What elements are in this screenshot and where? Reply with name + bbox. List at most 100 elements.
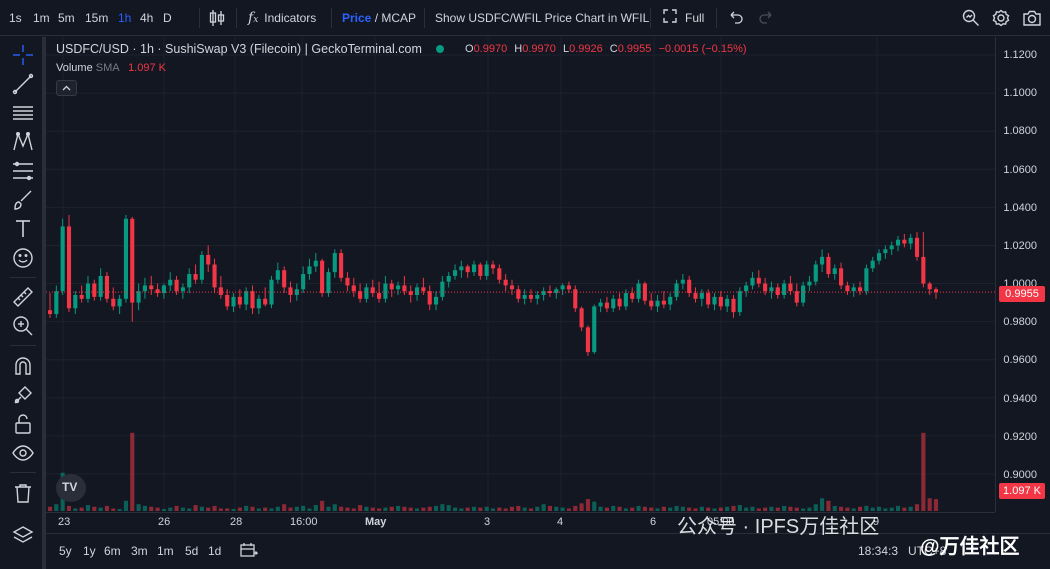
timeframe-1h[interactable]: 1h	[118, 11, 132, 25]
candle-body	[484, 264, 489, 276]
emoji-icon[interactable]	[11, 246, 35, 270]
candle-body	[876, 253, 882, 261]
candle-body	[364, 287, 369, 299]
range-5y[interactable]: 5y	[59, 544, 72, 558]
indicators-label: Indicators	[264, 11, 317, 25]
horizontal-lines-icon[interactable]	[11, 101, 35, 125]
candle-body	[889, 245, 894, 250]
candle-body	[206, 254, 211, 265]
volume-bar	[478, 507, 483, 511]
range-3m[interactable]: 3m	[131, 544, 148, 558]
text-tool-icon[interactable]	[11, 217, 35, 241]
price-scale[interactable]: 1.1200 1.1000 1.0800 1.0600 1.0400 1.020…	[995, 37, 1050, 512]
candle-body	[693, 293, 698, 299]
lock-icon[interactable]	[11, 412, 35, 436]
time-tick: 6	[650, 516, 657, 528]
candle-body	[636, 283, 641, 299]
mcap-option[interactable]: / MCAP	[374, 11, 417, 25]
undo-icon[interactable]	[728, 0, 744, 36]
pattern-icon[interactable]	[11, 130, 35, 154]
date-range-icon[interactable]	[240, 542, 259, 561]
trash-icon[interactable]	[11, 481, 35, 505]
toolbar-divider	[199, 8, 200, 28]
range-6m[interactable]: 6m	[104, 544, 121, 558]
volume-bar	[794, 507, 799, 511]
volume-bar	[541, 504, 546, 511]
range-1d[interactable]: 1d	[208, 544, 222, 558]
candle-body	[389, 283, 394, 290]
crosshair-icon[interactable]	[11, 43, 35, 67]
volume-bar	[85, 505, 91, 511]
price-mcap-toggle[interactable]: Price / MCAP	[342, 0, 416, 36]
indicators-button[interactable]: fx Indicators	[248, 0, 316, 36]
ruler-icon[interactable]	[11, 285, 35, 309]
low-value: 0.9926	[569, 43, 603, 55]
tradingview-logo[interactable]: TV	[56, 474, 86, 502]
magnet-icon[interactable]	[11, 354, 35, 378]
trend-line-icon[interactable]	[11, 72, 35, 96]
range-1m[interactable]: 1m	[157, 544, 174, 558]
object-tree-icon[interactable]	[11, 524, 35, 548]
price-option[interactable]: Price	[342, 11, 372, 25]
candle-body	[604, 302, 609, 309]
candle-body	[225, 294, 230, 307]
volume-bar	[744, 507, 749, 511]
timeframe-1s[interactable]: 1s	[9, 11, 22, 25]
volume-legend[interactable]: Volume SMA 1.097 K	[56, 62, 166, 74]
eye-icon[interactable]	[11, 441, 35, 465]
fib-retracement-icon[interactable]	[11, 159, 35, 183]
function-icon: fx	[248, 10, 259, 26]
lock-drawing-icon[interactable]	[11, 383, 35, 407]
candle-body	[592, 306, 597, 353]
volume-bar	[244, 505, 249, 511]
range-1y[interactable]: 1y	[83, 544, 96, 558]
candle-body	[750, 277, 755, 286]
timeframe-5m[interactable]: 5m	[58, 11, 75, 25]
timeframe-d[interactable]: D	[163, 11, 172, 25]
collapse-legend-button[interactable]	[56, 80, 77, 96]
redo-icon[interactable]	[758, 0, 774, 36]
volume-bar	[377, 508, 382, 511]
toolbar-divider	[10, 277, 36, 278]
fullscreen-button[interactable]: Full	[663, 0, 704, 36]
symbol-title[interactable]: USDFC/USD · 1h · SushiSwap V3 (Filecoin)…	[56, 42, 422, 56]
close-label: C	[609, 43, 618, 55]
volume-bar	[104, 505, 110, 511]
price-chart[interactable]	[46, 37, 995, 512]
candle-body	[199, 254, 204, 280]
candle-body	[149, 285, 154, 290]
time-axis[interactable]: 23 26 28 16:00 May 3 4 6 05:00 9	[46, 512, 995, 532]
search-icon[interactable]	[962, 0, 980, 36]
timeframe-4h[interactable]: 4h	[140, 11, 154, 25]
volume-bar	[199, 506, 204, 511]
candle-body	[478, 264, 483, 276]
candle-body	[585, 327, 590, 353]
toolbar-divider	[331, 8, 332, 28]
timezone-selector[interactable]: UTC+8	[908, 544, 947, 558]
show-wfil-chart-button[interactable]: Show USDFC/WFIL Price Chart in WFIL	[435, 11, 650, 25]
candlestick-type-icon[interactable]	[209, 0, 225, 36]
candle-body	[471, 264, 477, 273]
volume-bar	[775, 507, 780, 511]
volume-bar	[218, 508, 223, 511]
range-5d[interactable]: 5d	[185, 544, 199, 558]
candle-body	[212, 264, 217, 288]
price-tick: 1.1000	[1003, 87, 1037, 99]
volume-bar	[136, 504, 141, 511]
candle-body	[130, 218, 135, 303]
candle-body	[617, 298, 622, 307]
volume-bar	[858, 506, 863, 511]
timeframe-1m[interactable]: 1m	[33, 11, 50, 25]
candle-body	[775, 287, 780, 295]
timeframe-15m[interactable]: 15m	[85, 11, 109, 25]
candle-body	[630, 293, 635, 299]
camera-icon[interactable]	[1022, 0, 1042, 36]
settings-icon[interactable]	[992, 0, 1010, 36]
zoom-in-icon[interactable]	[11, 314, 35, 338]
ohlc-values: O0.9970 H0.9970 L0.9926 C0.9955 −0.0015 …	[465, 43, 751, 55]
candle-body	[339, 253, 344, 278]
candle-body	[914, 237, 920, 257]
brush-icon[interactable]	[11, 188, 35, 212]
candle-body	[459, 266, 464, 271]
volume-bar	[231, 509, 236, 511]
